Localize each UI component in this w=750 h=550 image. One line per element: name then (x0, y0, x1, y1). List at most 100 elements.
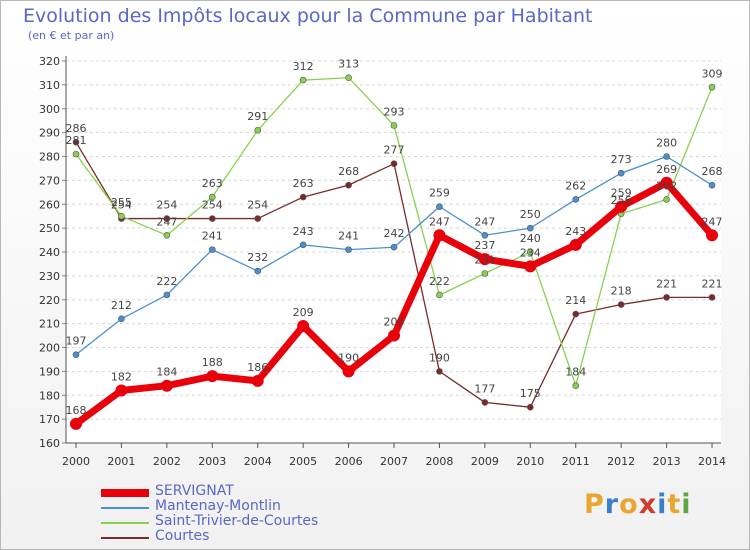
data-point (254, 215, 262, 222)
x-tick-label: 2003 (198, 455, 226, 468)
y-tick-label: 250 (39, 222, 60, 235)
y-tick-label: 280 (39, 151, 60, 164)
y-tick-label: 170 (39, 413, 60, 426)
chart-subtitle: (en € et par an) (28, 29, 115, 42)
y-tick-label: 300 (39, 103, 60, 116)
data-point (208, 215, 216, 222)
data-label: 247 (702, 215, 723, 228)
y-tick-label: 220 (39, 294, 60, 307)
data-point (526, 248, 534, 256)
data-point (526, 403, 534, 411)
data-label: 177 (474, 382, 495, 395)
logo-letter: x (638, 489, 658, 520)
data-point (617, 301, 625, 308)
data-label: 268 (702, 165, 723, 178)
data-label: 247 (429, 215, 450, 228)
y-tick-label: 290 (39, 127, 60, 140)
data-label: 254 (156, 199, 177, 212)
y-tick-label: 200 (39, 342, 60, 355)
data-label: 259 (611, 187, 632, 200)
data-label: 241 (202, 230, 223, 243)
data-label: 214 (565, 294, 586, 307)
data-label: 254 (202, 199, 223, 212)
x-tick-label: 2001 (107, 455, 135, 468)
data-label: 218 (611, 285, 632, 298)
data-label: 234 (520, 246, 541, 259)
data-point (663, 294, 670, 301)
data-label: 231 (474, 253, 495, 266)
x-tick-label: 2002 (153, 455, 181, 468)
data-point (436, 291, 443, 299)
data-label: 259 (429, 187, 450, 200)
data-point (251, 374, 264, 387)
data-point (617, 169, 625, 177)
data-point (572, 382, 580, 390)
data-label: 263 (293, 177, 314, 190)
data-point (163, 291, 171, 299)
data-point (436, 368, 443, 375)
data-point (206, 370, 219, 383)
data-label: 250 (520, 208, 541, 221)
x-tick-label: 2010 (516, 455, 544, 468)
data-label: 188 (202, 356, 223, 369)
data-point (72, 150, 80, 158)
data-label: 186 (247, 361, 268, 374)
data-point (299, 241, 307, 249)
data-point (388, 329, 401, 342)
data-point (208, 246, 216, 253)
data-point (390, 243, 398, 251)
data-point (615, 200, 628, 213)
data-point (118, 315, 125, 323)
data-point (118, 212, 125, 220)
data-label: 256 (611, 194, 632, 207)
data-label: 184 (565, 366, 586, 379)
legend-swatch (101, 507, 149, 509)
x-tick-label: 2011 (562, 455, 590, 468)
y-tick-label: 160 (39, 437, 60, 450)
data-point (72, 138, 80, 146)
data-label: 247 (156, 215, 177, 228)
data-label: 240 (520, 232, 541, 245)
legend-swatch (101, 489, 149, 497)
data-label: 312 (293, 60, 314, 73)
data-label: 221 (702, 277, 723, 290)
data-label: 309 (702, 67, 723, 80)
y-tick-label: 260 (39, 198, 60, 211)
data-point (436, 203, 443, 210)
data-label: 182 (111, 370, 132, 383)
x-tick-label: 2012 (607, 455, 635, 468)
data-label: 205 (384, 316, 405, 329)
data-label: 168 (66, 404, 87, 417)
logo-letter: P (584, 489, 605, 520)
legend-label: Mantenay-Montlin (155, 498, 281, 514)
data-point (481, 270, 489, 277)
data-label: 277 (384, 144, 405, 157)
data-point (342, 365, 355, 378)
data-label: 247 (474, 215, 495, 228)
data-point (478, 253, 491, 266)
data-label: 263 (202, 177, 223, 190)
data-point (390, 160, 398, 167)
data-label: 175 (520, 387, 541, 400)
y-tick-label: 210 (39, 318, 60, 331)
data-label: 222 (156, 275, 177, 288)
data-label: 221 (656, 277, 677, 290)
data-label: 184 (156, 366, 177, 379)
data-point (299, 76, 307, 84)
legend-label: SERVIGNAT (155, 483, 234, 499)
legend-swatch (101, 522, 149, 524)
data-label: 291 (247, 110, 268, 123)
legend-label: Courtes (155, 528, 210, 544)
legend-label: Saint-Trivier-de-Courtes (155, 513, 319, 529)
y-tick-label: 320 (39, 55, 60, 68)
data-point (72, 351, 80, 358)
logo-letter: i (681, 489, 692, 520)
data-point (660, 176, 673, 189)
y-tick-label: 230 (39, 270, 60, 283)
data-point (708, 83, 716, 91)
data-point (433, 229, 446, 242)
y-tick-label: 310 (39, 79, 60, 92)
logo-letter: r (604, 489, 620, 520)
x-tick-label: 2000 (62, 455, 90, 468)
logo-letter: i (657, 489, 668, 520)
